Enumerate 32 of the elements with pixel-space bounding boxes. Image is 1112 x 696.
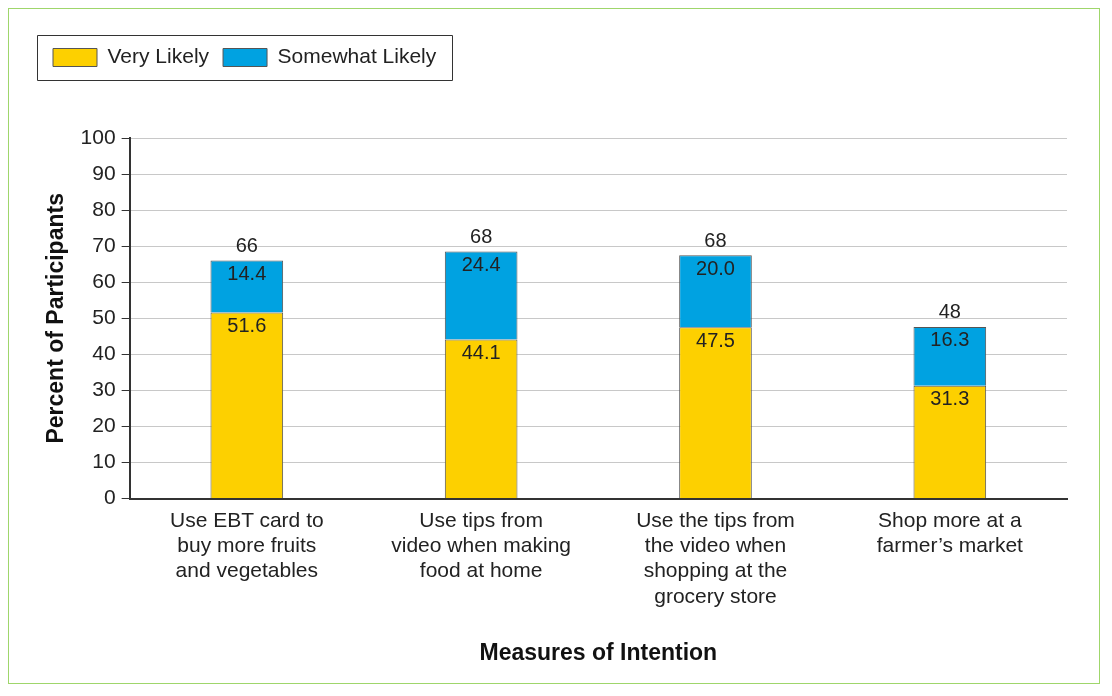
data-label: 24.4 [461,253,501,276]
y-tick-label: 100 [80,124,116,148]
total-label: 66 [235,234,258,257]
y-tick-label: 0 [103,485,116,509]
y-tick-label: 60 [92,269,116,293]
x-tick-label: Use the tips from the video when shopping at the grocery store [636,508,795,607]
data-label: 16.3 [930,328,970,351]
y-tick-label: 30 [92,377,116,401]
x-tick-label: Use EBT card to buy more fruits and vegetables [169,508,324,582]
y-tick-label: 40 [92,341,116,365]
total-label: 68 [470,225,493,248]
total-label: 48 [938,300,961,323]
total-label: 68 [704,228,727,251]
data-label: 44.1 [461,341,501,364]
y-tick-label: 20 [92,413,116,437]
data-label: 20.0 [696,256,735,279]
x-tick-label: Shop more at a farmer’s market [876,508,1024,557]
data-label: 47.5 [696,328,735,351]
y-tick-label: 10 [92,449,116,473]
y-tick-label: 80 [92,196,116,220]
x-tick-label: Use tips from video when making food at home [391,508,572,582]
y-tick-label: 90 [92,160,116,184]
y-axis-title: Percent of Participants [42,193,69,444]
data-label: 14.4 [227,262,267,285]
y-tick-label: 50 [92,305,116,329]
legend-label: Somewhat Likely [277,44,437,68]
data-label: 51.6 [227,314,267,337]
data-label: 31.3 [930,387,970,410]
x-axis-title: Measures of Intention [479,638,718,665]
legend-label: Very Likely [107,44,210,68]
page-frame: Measures of Intention Percent of Participants Very Likely Somewhat Likely Use EBT card to buy more fruits and vegetables Use tips from video when making food at home Use the tips from the video when shopping at the grocery store Shop more at a farmer’s market 0 10 20 30 40 50 60 70 80 90 100 51.6 44.1 47.5 31.3 14.4 24.4 20.0 16.3 66 68 68 48 [8,8,1100,684]
y-tick-label: 70 [92,232,116,256]
